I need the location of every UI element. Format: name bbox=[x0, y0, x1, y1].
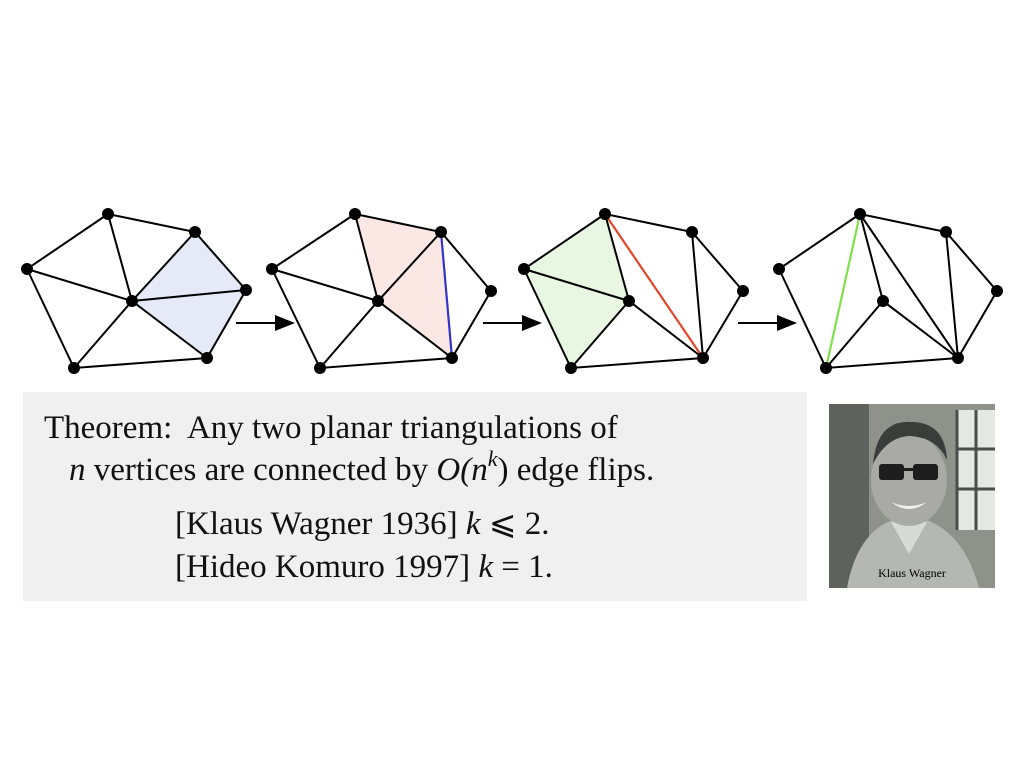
theorem-statement-mid: vertices are connected by bbox=[93, 452, 429, 488]
highlighted-quadrilateral-pink bbox=[355, 214, 452, 358]
vertices bbox=[773, 208, 1003, 374]
citation-wagner: [Klaus Wagner 1936] k ⩽ 2. bbox=[175, 506, 550, 542]
theorem-statement-start: Any two planar triangulations of bbox=[186, 410, 618, 446]
vertices bbox=[518, 208, 749, 374]
big-o-expression: O(nk) bbox=[436, 446, 509, 488]
citation-komuro: [Hideo Komuro 1997] k = 1. bbox=[175, 549, 553, 585]
flip-sequence-diagram bbox=[21, 208, 1003, 374]
flipped-edge-green bbox=[824, 213, 862, 369]
triangulation-3 bbox=[518, 208, 749, 374]
theorem-line-2: n vertices are connected by O(nk) edge f… bbox=[69, 446, 655, 488]
photo-caption: Klaus Wagner bbox=[878, 566, 946, 580]
edges bbox=[777, 213, 999, 370]
triangulation-1 bbox=[21, 208, 252, 374]
portrait-photo: Klaus Wagner bbox=[829, 404, 995, 588]
theorem-label: Theorem: bbox=[44, 410, 173, 446]
theorem-statement-end: edge flips. bbox=[516, 452, 655, 488]
flipped-edge-red bbox=[604, 213, 704, 359]
vertices bbox=[21, 208, 252, 374]
variable-n: n bbox=[69, 452, 86, 488]
triangulation-2 bbox=[266, 208, 497, 374]
vertices bbox=[266, 208, 497, 374]
portrait-illustration bbox=[829, 404, 995, 588]
theorem-line-1: Theorem: Any two planar triangulations o… bbox=[44, 412, 618, 445]
highlighted-quadrilateral-green bbox=[524, 214, 629, 368]
theorem-box: Theorem: Any two planar triangulations o… bbox=[23, 392, 807, 601]
flipped-edge-blue bbox=[439, 231, 454, 359]
triangulation-4 bbox=[773, 208, 1003, 374]
